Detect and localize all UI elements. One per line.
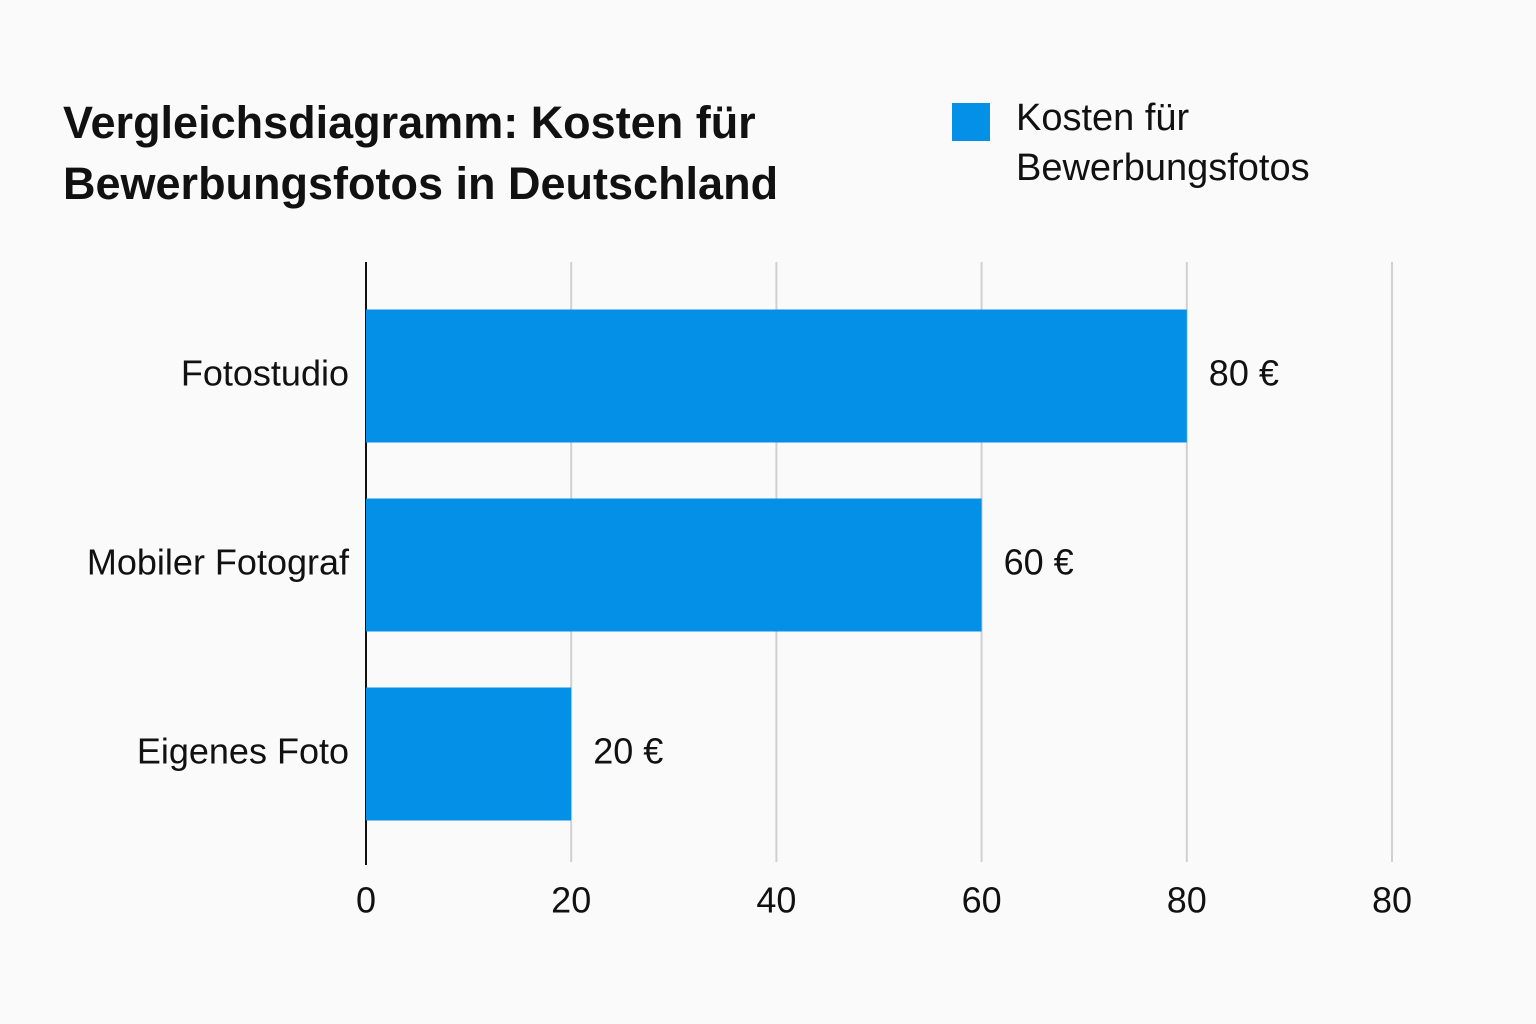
category-label: Mobiler Fotograf: [87, 542, 350, 583]
category-label: Fotostudio: [181, 353, 349, 394]
x-tick-label: 40: [756, 880, 796, 921]
value-label: 80 €: [1209, 353, 1279, 394]
x-tick-label: 80: [1167, 880, 1207, 921]
category-label: Eigenes Foto: [137, 731, 349, 772]
legend-swatch: [952, 103, 990, 141]
x-tick-label: 0: [356, 880, 376, 921]
bar: [366, 309, 1187, 443]
x-tick-label: 80: [1372, 880, 1412, 921]
value-label: 60 €: [1004, 542, 1074, 583]
bar: [366, 687, 572, 821]
chart-title: Vergleichsdiagramm: Kosten für Bewerbung…: [63, 97, 779, 209]
bar: [366, 498, 982, 632]
legend-label: Kosten für Bewerbungsfotos: [1016, 97, 1310, 189]
value-label: 20 €: [593, 731, 663, 772]
x-tick-label: 20: [551, 880, 591, 921]
x-tick-label: 60: [962, 880, 1002, 921]
